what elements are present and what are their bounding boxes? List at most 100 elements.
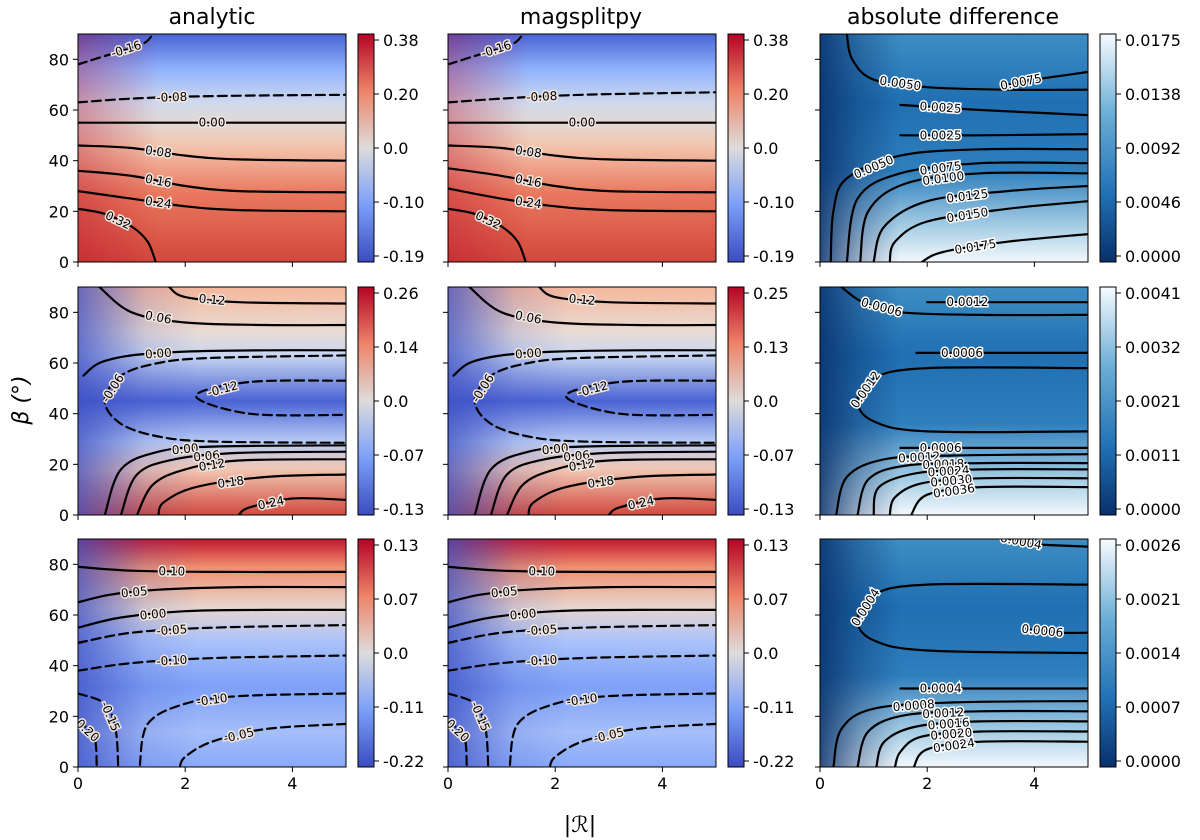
panel-grid: -0.16-0.080.000.080.160.240.320204060800… — [49, 31, 1181, 793]
panel-analytic-row3: 0.100.050.00-0.05-0.10-0.10-0.05-0.15-0.… — [49, 536, 425, 793]
colorbar — [357, 33, 375, 263]
colorbar-tick-label: -0.13 — [753, 500, 794, 519]
contour-label: 0.0006 — [941, 346, 983, 360]
contour-line — [448, 654, 716, 672]
x-axis-label: |ℛ| — [564, 813, 596, 838]
contour-label: 0.0008 — [892, 697, 935, 714]
contour-line — [78, 93, 346, 104]
x-tick-label: 0 — [443, 774, 453, 793]
contour-line — [856, 366, 1088, 434]
contour-label: -0.05 — [526, 622, 558, 638]
contour-label: 0.10 — [158, 564, 185, 578]
colorbar-tick-label: 0.0 — [753, 392, 778, 411]
y-tick-label: 20 — [49, 202, 69, 221]
colorbar-tick-label: -0.19 — [753, 247, 794, 266]
contour-label: -0.10 — [156, 653, 188, 669]
contour-line — [899, 133, 1088, 137]
contour-set: 0.00040.00040.00060.00040.00080.00120.00… — [832, 539, 1088, 767]
contour-line — [178, 722, 346, 767]
colorbar-tick-label: 0.38 — [383, 31, 419, 50]
contour-line — [448, 91, 716, 104]
contour-label: 0.0024 — [927, 463, 970, 479]
contour-label: 0.16 — [144, 172, 173, 191]
contour-line — [832, 700, 1088, 767]
panel-analytic-row1: -0.16-0.080.000.080.160.240.320204060800… — [49, 31, 425, 272]
contour-label: 0.24 — [144, 194, 172, 212]
colorbar-tick-label: -0.07 — [753, 446, 794, 465]
contour-line — [78, 585, 346, 604]
contour-line — [78, 624, 346, 644]
contour-line — [564, 379, 716, 417]
contour-label: 0.00 — [139, 606, 167, 623]
contour-label: 0.00 — [515, 346, 543, 362]
contour-line — [135, 458, 346, 515]
contour-label: 0.08 — [514, 143, 542, 161]
contour-line — [473, 354, 716, 444]
contour-line — [888, 476, 1088, 515]
colorbar-tick-label: 0.0021 — [1125, 590, 1181, 609]
contour-line — [448, 720, 468, 767]
colorbar-tick-label: 0.0046 — [1125, 193, 1181, 212]
contour-set: 0.120.060.00-0.06 -0.120.000.060.120.180.… — [452, 287, 716, 515]
contour-line — [194, 379, 346, 417]
contour-label: 0.12 — [198, 456, 227, 474]
colorbar-tick-label: 0.0 — [383, 139, 408, 158]
colorbar-tick-label: 0.07 — [383, 590, 419, 609]
contour-line — [78, 720, 98, 767]
contour-line — [78, 190, 346, 213]
contour-line — [78, 654, 346, 672]
contour-label: 0.0025 — [919, 99, 962, 116]
contour-line — [78, 565, 346, 574]
colorbar-tick-label: -0.11 — [753, 698, 794, 717]
contour-line — [856, 461, 1088, 515]
x-tick-label: 2 — [180, 774, 190, 793]
contour-label: 0.0018 — [922, 457, 964, 472]
contour-line — [875, 719, 1088, 767]
contour-label: 0.00 — [509, 606, 537, 623]
contour-label: 0.0006 — [920, 441, 962, 455]
contour-label: 0.06 — [144, 308, 173, 327]
colorbar-tick-label: 0.25 — [753, 284, 789, 303]
contour-line — [856, 709, 1088, 767]
colorbar-tick-label: 0.13 — [383, 536, 419, 555]
colorbar-tick-label: 0.0 — [753, 644, 778, 663]
contour-line — [527, 473, 716, 515]
contour-line — [452, 349, 716, 377]
contour-line — [473, 444, 716, 515]
contour-set: 0.100.050.00-0.05-0.10-0.10-0.05-0.15-0.… — [78, 563, 346, 767]
contour-line — [845, 34, 1088, 92]
contour-line — [448, 34, 525, 66]
colorbar-tick-label: 0.0014 — [1125, 644, 1181, 663]
contour-label: 0.12 — [568, 456, 597, 474]
colorbar-tick-label: 0.0032 — [1125, 338, 1181, 357]
x-tick-label: 0 — [73, 774, 83, 793]
contour-line — [859, 171, 1088, 262]
contour-label: 0.12 — [568, 291, 596, 307]
panel-analytic-row2: 0.120.060.00-0.06 -0.120.000.060.120.180.… — [49, 284, 425, 525]
contour-line — [912, 740, 1088, 767]
contour-line — [448, 624, 716, 644]
x-tick-label: 4 — [657, 774, 667, 793]
contour-line — [78, 144, 346, 162]
panel-frame — [447, 33, 717, 263]
contour-line — [103, 444, 346, 515]
colorbar-tick-label: 0.20 — [383, 85, 419, 104]
colorbar-tick-label: 0.14 — [383, 338, 419, 357]
contour-label: 0.0004 — [920, 682, 962, 696]
contour-line — [920, 233, 1088, 262]
panel-frame — [77, 538, 347, 768]
colorbar-tick-label: 0.0011 — [1125, 446, 1181, 465]
contour-line — [78, 207, 157, 262]
colorbar-tick-label: 0.0175 — [1125, 31, 1181, 50]
contour-line — [157, 473, 346, 515]
colorbar — [727, 286, 745, 516]
colorbar-tick-label: -0.11 — [383, 698, 424, 717]
contour-label: -0.05 — [156, 622, 188, 638]
panel-frame — [819, 538, 1089, 768]
contour-set: -0.16-0.080.000.080.160.240.32 — [448, 34, 716, 262]
contour-line — [845, 161, 1088, 262]
contour-label: 0.00 — [145, 346, 173, 362]
panel-absolute-difference-row2: 0.0006 0.00120.00060.00120.00060.00120.00… — [815, 284, 1181, 520]
